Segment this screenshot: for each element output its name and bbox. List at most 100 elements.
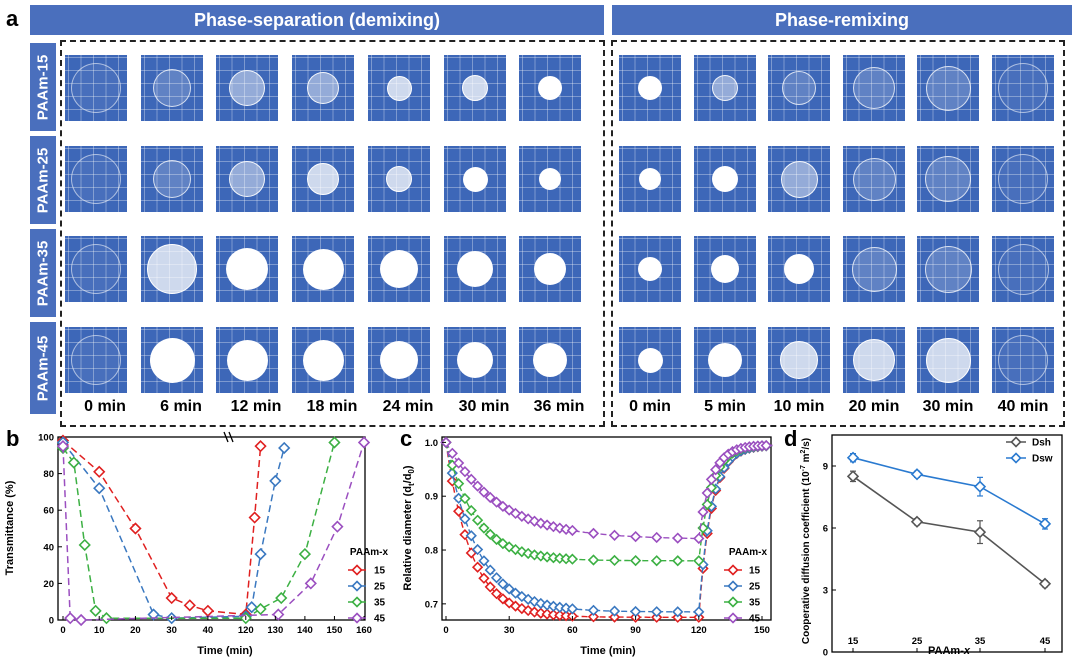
- b-point-45: [64, 612, 77, 625]
- b-x-tick-label: 160: [356, 625, 372, 636]
- demix-time-2: 12 min: [230, 398, 282, 415]
- c-point-15: [608, 611, 621, 623]
- c-legend-marker-25: [727, 580, 739, 592]
- b-legend-label-15: 15: [374, 566, 386, 577]
- b-x-tick-label: 10: [94, 625, 105, 636]
- hydrogel-disk: [712, 75, 738, 101]
- c-point-45: [608, 529, 621, 541]
- b-y-label: Transmittance (%): [4, 480, 16, 575]
- d-x-label: PAAm-x: [928, 645, 971, 657]
- hydrogel-disk: [782, 71, 816, 105]
- b-y-tick-label: 0: [49, 616, 54, 627]
- d-series-line-Dsh: [852, 475, 1046, 585]
- b-legend-marker-35: [351, 596, 363, 608]
- demix-photo: [368, 236, 430, 302]
- hydrogel-disk: [998, 244, 1049, 295]
- demix-photo: [368, 146, 430, 212]
- hydrogel-disk: [227, 340, 268, 381]
- demix-photo: [141, 327, 203, 393]
- c-point-25: [608, 605, 621, 617]
- panel-label-c: c: [400, 426, 413, 451]
- c-point-15: [453, 505, 465, 517]
- hydrogel-disk: [853, 67, 895, 109]
- row-label-paam-25: PAAm-25: [30, 136, 56, 224]
- remix-photo: [843, 327, 905, 393]
- b-legend-marker-15: [351, 564, 363, 576]
- hydrogel-disk: [303, 340, 344, 381]
- b-x-label: Time (min): [197, 645, 253, 657]
- b-point-35: [89, 604, 102, 617]
- hydrogel-disk: [781, 161, 818, 198]
- d-series-line-Dsw: [852, 456, 1046, 525]
- demix-photo: [216, 146, 278, 212]
- remix-photo: [619, 146, 681, 212]
- remix-photo: [917, 327, 979, 393]
- remix-photo: [992, 146, 1054, 212]
- c-x-tick-label: 60: [567, 625, 578, 636]
- c-y-tick-label: 0.8: [425, 546, 438, 557]
- b-legend-marker-25: [351, 580, 363, 592]
- demix-time-3: 18 min: [306, 398, 358, 415]
- c-legend-label-25: 25: [749, 582, 761, 593]
- c-point-35: [566, 553, 579, 565]
- hydrogel-disk: [925, 246, 972, 293]
- b-point-25: [93, 482, 106, 495]
- hydrogel-disk: [998, 335, 1048, 385]
- c-point-25: [587, 604, 600, 616]
- c-point-25: [672, 606, 684, 618]
- hydrogel-disk: [638, 257, 662, 281]
- hydrogel-disk: [853, 158, 896, 201]
- c-point-35: [490, 533, 503, 546]
- b-point-35: [100, 612, 113, 625]
- panel-label-a: a: [6, 6, 19, 31]
- hydrogel-disk: [307, 72, 339, 104]
- hydrogel-disk: [463, 167, 488, 192]
- remix-photo: [619, 327, 681, 393]
- hydrogel-disk: [71, 335, 121, 385]
- b-y-tick-label: 40: [43, 542, 54, 553]
- remix-photo: [843, 55, 905, 121]
- c-legend-label-15: 15: [749, 566, 761, 577]
- relative-diameter-chart: 0.7 0.8 0.9 1.0 0 30 60 90 120 150 Relative diame…: [402, 436, 773, 657]
- b-x-tick-label: 0: [60, 625, 65, 636]
- c-point-35: [471, 514, 484, 526]
- d-y-tick-label: 6: [823, 524, 828, 535]
- d-legend-marker-Dsh: [1010, 436, 1022, 448]
- demixing-header: Phase-separation (demixing): [30, 5, 604, 35]
- d-point-Dsw: [1038, 517, 1052, 530]
- d-y-tick-label: 0: [823, 648, 828, 658]
- d-point-Dsh: [910, 515, 924, 528]
- c-point-35: [587, 554, 600, 566]
- d-point-Dsh: [973, 526, 987, 539]
- d-point-Dsh: [846, 470, 860, 483]
- b-y-tick-label: 100: [38, 433, 54, 444]
- c-point-25: [465, 530, 477, 542]
- hydrogel-disk: [380, 341, 418, 379]
- c-point-45: [446, 447, 458, 459]
- demix-photo: [444, 327, 506, 393]
- hydrogel-disk: [229, 161, 265, 197]
- hydrogel-disk: [925, 156, 971, 202]
- b-point-15: [248, 511, 261, 524]
- b-point-35: [275, 591, 288, 605]
- hydrogel-disk: [386, 166, 412, 192]
- row-label-paam-35: PAAm-35: [30, 229, 56, 317]
- hydrogel-disk: [71, 154, 121, 204]
- remix-photo: [843, 146, 905, 212]
- c-point-45: [697, 506, 709, 518]
- hydrogel-disk: [852, 247, 897, 292]
- demixing-frame: [60, 40, 605, 427]
- remix-photo: [768, 55, 830, 121]
- demix-photo: [368, 55, 430, 121]
- c-point-15: [478, 572, 490, 584]
- b-point-15: [165, 591, 178, 605]
- b-point-45: [304, 577, 317, 590]
- hydrogel-disk: [462, 75, 488, 101]
- d-x-tick-label: 35: [975, 636, 986, 647]
- b-point-25: [278, 441, 291, 455]
- d-legend-marker-Dsw: [1010, 452, 1022, 464]
- c-x-tick-label: 0: [443, 625, 448, 636]
- c-point-25: [471, 543, 484, 556]
- d-plot-frame: [831, 434, 1063, 653]
- b-point-35: [78, 538, 91, 552]
